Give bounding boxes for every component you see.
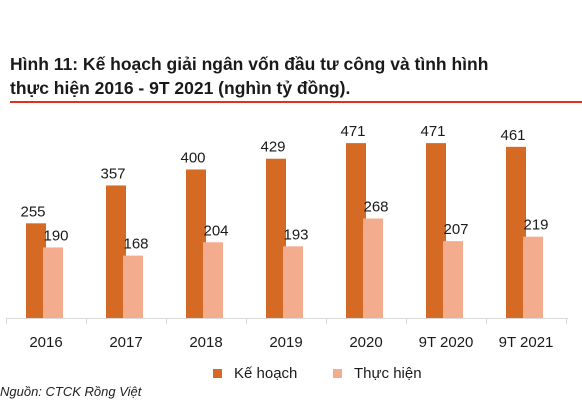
bar-actual <box>123 255 143 318</box>
data-label: 219 <box>523 217 548 234</box>
x-tick-label: 9T 2020 <box>419 334 474 351</box>
data-label: 429 <box>260 139 285 156</box>
legend-label-plan: Kế hoạch <box>234 365 297 382</box>
figure-title: Hình 11: Kế hoạch giải ngân vốn đầu tư c… <box>10 52 572 100</box>
source-note: Nguồn: CTCK Rồng Việt <box>0 384 142 399</box>
x-tick-label: 2019 <box>269 334 302 351</box>
title-rule <box>10 101 582 103</box>
data-label: 255 <box>20 203 45 220</box>
bar-plan <box>186 169 206 318</box>
figure-title-line-2: thực hiện 2016 - 9T 2021 (nghìn tỷ đồng)… <box>10 78 351 98</box>
bar-plan <box>106 185 126 318</box>
x-tick-label: 2020 <box>349 334 382 351</box>
data-label: 461 <box>500 127 525 144</box>
bar-plan <box>426 143 446 318</box>
bar-actual <box>443 241 463 318</box>
data-label: 207 <box>443 221 468 238</box>
data-label: 471 <box>420 123 445 140</box>
bar-plan <box>506 146 526 318</box>
bar-actual <box>43 247 63 318</box>
data-label: 471 <box>340 123 365 140</box>
x-tick-label: 2018 <box>189 334 222 351</box>
data-label: 168 <box>123 236 148 253</box>
x-tick-label: 2017 <box>109 334 142 351</box>
figure-title-line-1: Hình 11: Kế hoạch giải ngân vốn đầu tư c… <box>10 54 489 74</box>
legend-swatch-actual <box>333 369 342 378</box>
x-tick-label: 9T 2021 <box>499 334 554 351</box>
legend-label-actual: Thực hiện <box>354 365 422 382</box>
data-label: 357 <box>100 165 125 182</box>
legend-swatch-plan <box>213 369 222 378</box>
x-tick-label: 2016 <box>29 334 62 351</box>
data-label: 400 <box>180 149 205 166</box>
data-label: 204 <box>203 222 228 239</box>
bar-actual <box>203 242 223 318</box>
data-label: 190 <box>43 227 68 244</box>
bar-actual <box>523 236 543 318</box>
bar-actual <box>363 218 383 318</box>
bar-plan <box>26 223 46 318</box>
bar-actual <box>283 246 303 318</box>
bar-plan <box>346 143 366 318</box>
data-label: 268 <box>363 198 388 215</box>
bar-plan <box>266 158 286 318</box>
data-label: 193 <box>283 226 308 243</box>
